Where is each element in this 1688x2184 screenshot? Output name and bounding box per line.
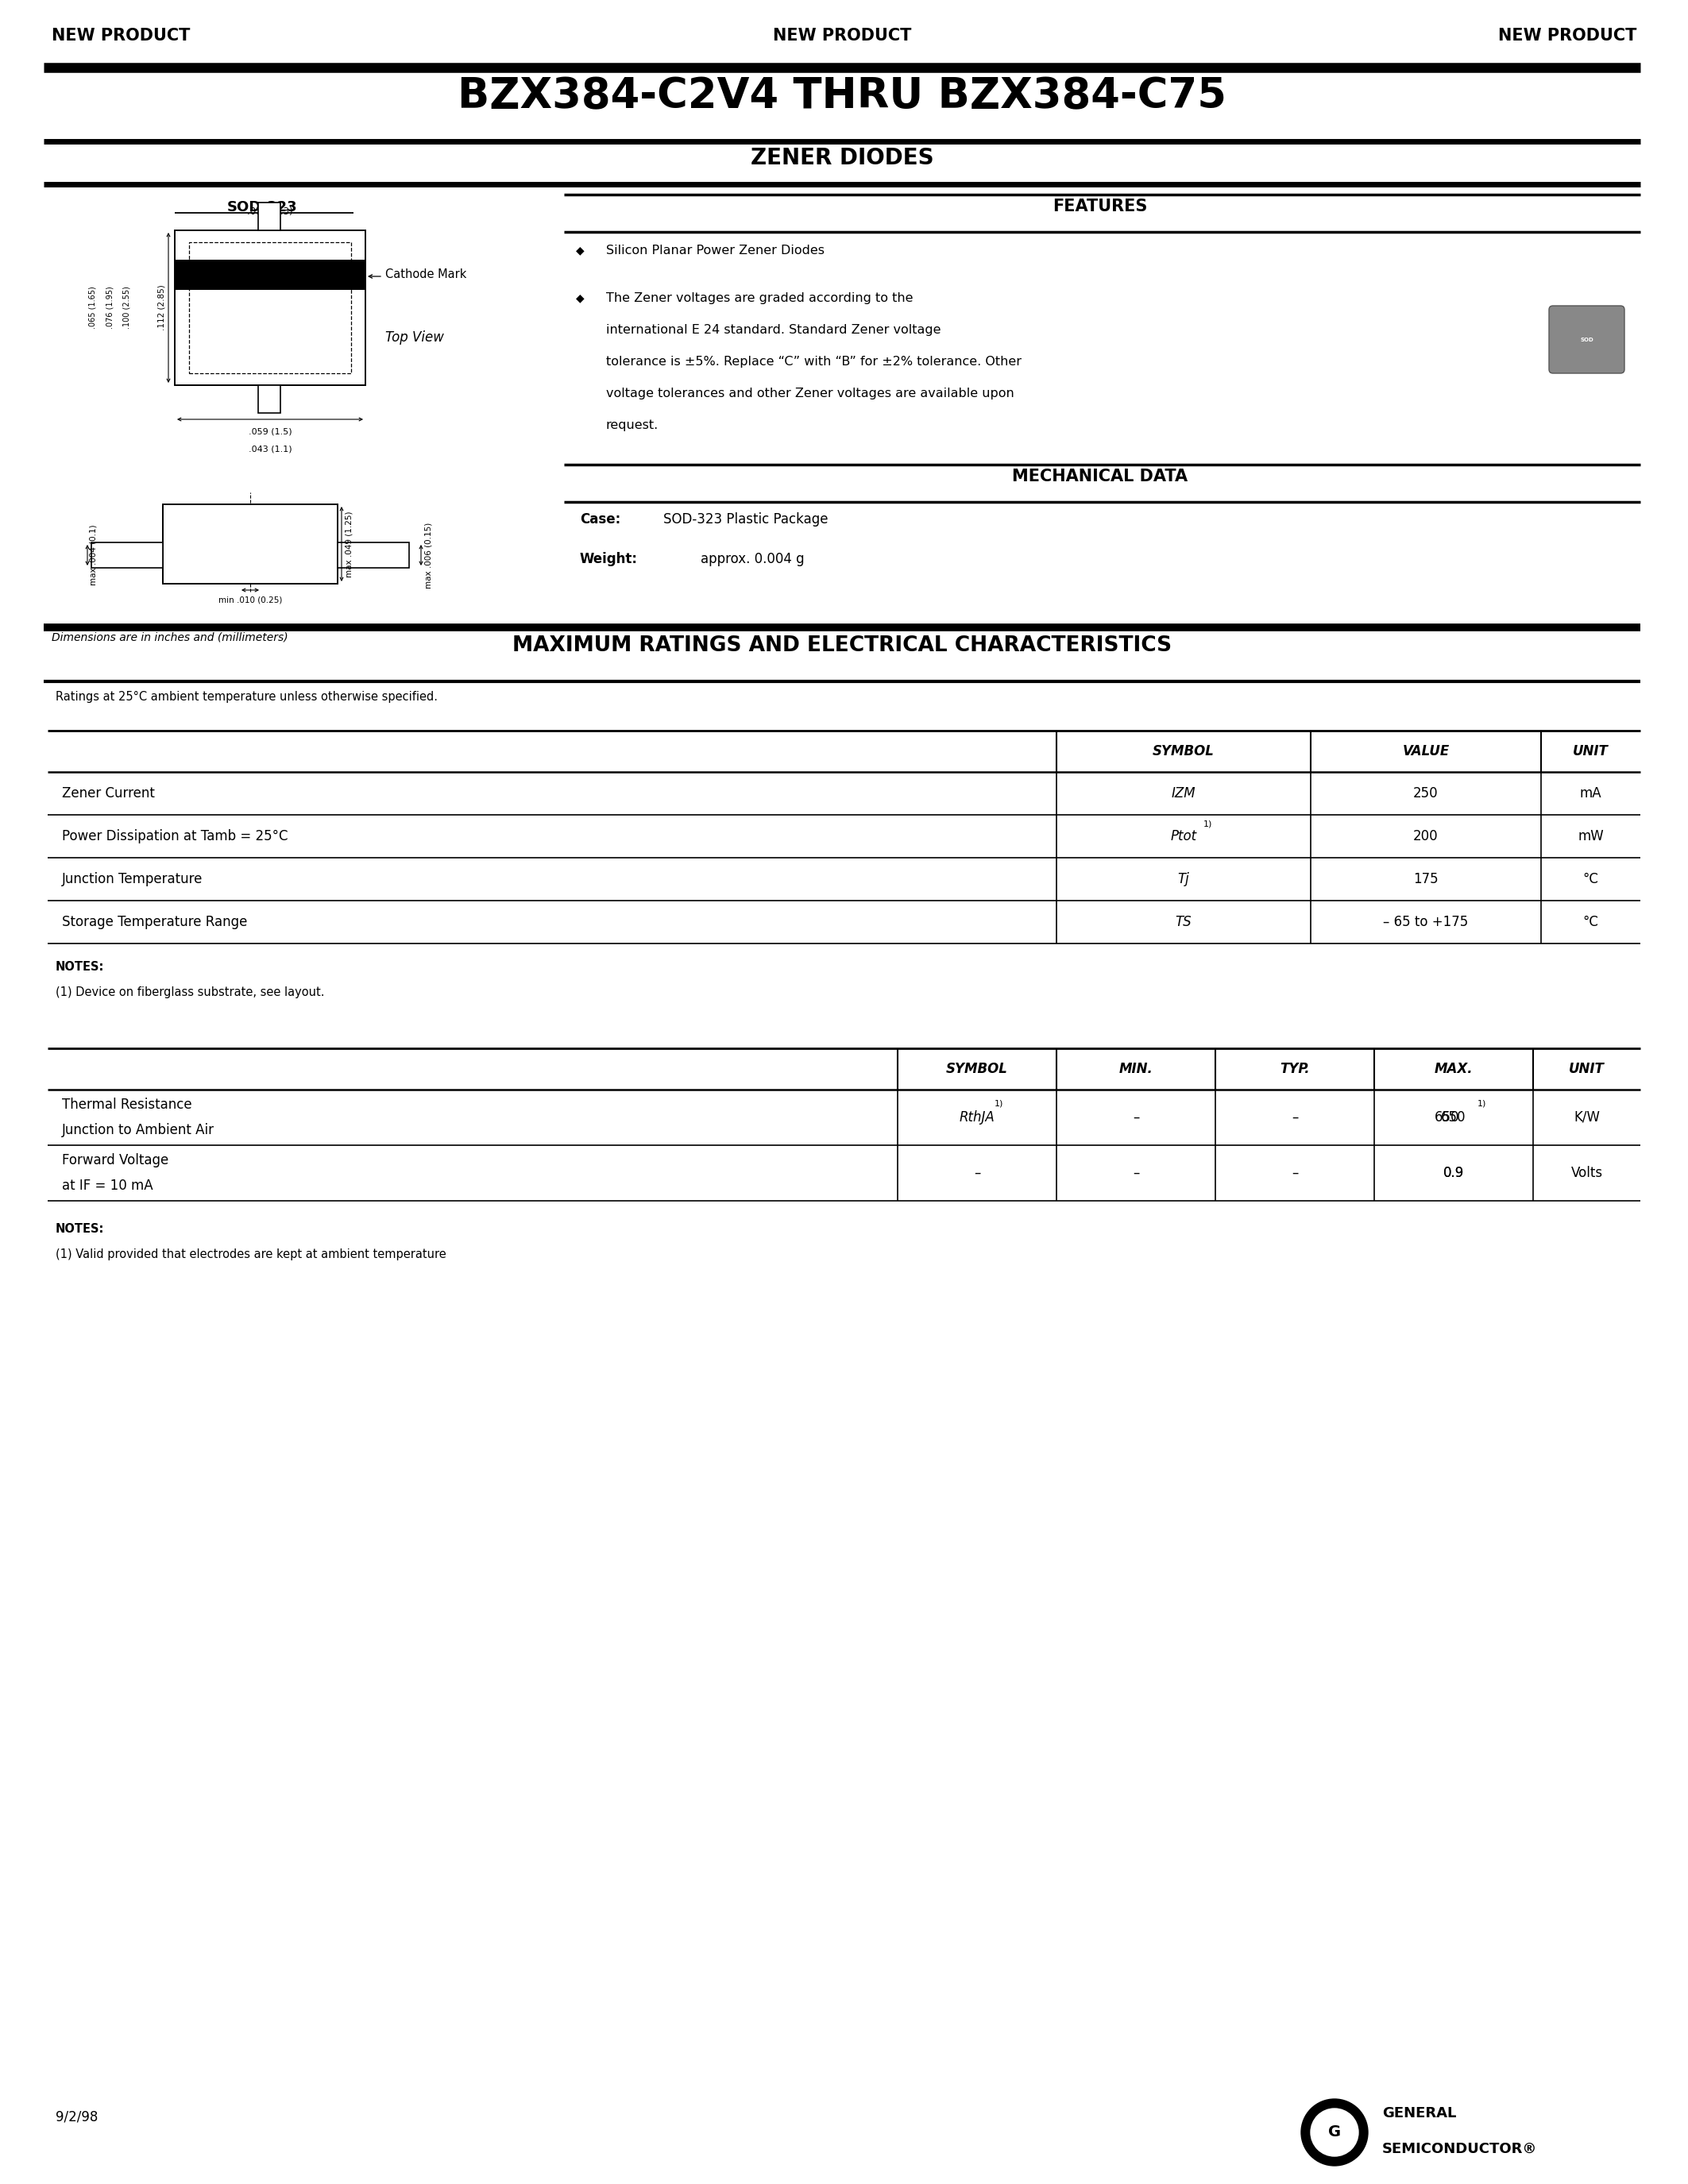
Text: (1) Device on fiberglass substrate, see layout.: (1) Device on fiberglass substrate, see … — [56, 987, 324, 998]
Text: –: – — [1291, 1109, 1298, 1125]
Text: 1): 1) — [1477, 1101, 1487, 1107]
Text: – 65 to +175: – 65 to +175 — [1382, 915, 1469, 928]
Text: RthJA: RthJA — [959, 1109, 994, 1125]
Text: MECHANICAL DATA: MECHANICAL DATA — [1013, 470, 1188, 485]
Text: .065 (1.65): .065 (1.65) — [88, 286, 96, 330]
Text: Storage Temperature Range: Storage Temperature Range — [62, 915, 248, 928]
Text: TS: TS — [1175, 915, 1192, 928]
Text: 9/2/98: 9/2/98 — [56, 2110, 98, 2125]
Text: Ratings at 25°C ambient temperature unless otherwise specified.: Ratings at 25°C ambient temperature unle… — [56, 690, 437, 703]
Text: tolerance is ±5%. Replace “C” with “B” for ±2% tolerance. Other: tolerance is ±5%. Replace “C” with “B” f… — [606, 356, 1021, 367]
Text: NEW PRODUCT: NEW PRODUCT — [773, 28, 912, 44]
Text: MIN.: MIN. — [1119, 1061, 1153, 1077]
Text: 1): 1) — [994, 1101, 1004, 1107]
Text: –: – — [1291, 1166, 1298, 1179]
Text: .012 (0.3): .012 (0.3) — [246, 207, 294, 216]
Text: Junction to Ambient Air: Junction to Ambient Air — [62, 1123, 214, 1138]
Text: UNIT: UNIT — [1568, 1061, 1605, 1077]
Bar — [91, 542, 162, 568]
Bar — [176, 260, 365, 290]
Circle shape — [1301, 2099, 1367, 2167]
Text: NEW PRODUCT: NEW PRODUCT — [1497, 28, 1636, 44]
Text: K/W: K/W — [1573, 1109, 1600, 1125]
Bar — [162, 505, 338, 583]
Bar — [189, 242, 351, 373]
Text: international E 24 standard. Standard Zener voltage: international E 24 standard. Standard Ze… — [606, 323, 940, 336]
Text: .112 (2.85): .112 (2.85) — [157, 284, 165, 330]
Text: request.: request. — [606, 419, 658, 430]
Circle shape — [1310, 2108, 1359, 2156]
Text: .076 (1.95): .076 (1.95) — [106, 286, 113, 330]
Text: TYP.: TYP. — [1280, 1061, 1310, 1077]
Text: ◆: ◆ — [576, 293, 584, 304]
Text: voltage tolerances and other Zener voltages are available upon: voltage tolerances and other Zener volta… — [606, 387, 1014, 400]
Text: max .006 (0.15): max .006 (0.15) — [425, 522, 432, 587]
Text: max .049 (1.25): max .049 (1.25) — [346, 511, 353, 577]
Text: ZENER DIODES: ZENER DIODES — [751, 146, 933, 168]
Text: BZX384-C2V4 THRU BZX384-C75: BZX384-C2V4 THRU BZX384-C75 — [457, 76, 1227, 116]
Text: MAX.: MAX. — [1435, 1061, 1474, 1077]
Text: mW: mW — [1578, 830, 1604, 843]
Bar — [258, 203, 280, 229]
Text: VALUE: VALUE — [1403, 745, 1450, 758]
Text: ◆: ◆ — [576, 245, 584, 256]
Text: GENERAL: GENERAL — [1382, 2105, 1457, 2121]
Text: Ptot: Ptot — [1170, 830, 1197, 843]
Text: °C: °C — [1583, 871, 1599, 887]
Text: 1): 1) — [1204, 821, 1212, 828]
Text: SYMBOL: SYMBOL — [945, 1061, 1008, 1077]
Text: SYMBOL: SYMBOL — [1153, 745, 1215, 758]
Text: approx. 0.004 g: approx. 0.004 g — [701, 553, 805, 566]
Text: Forward Voltage: Forward Voltage — [62, 1153, 169, 1168]
Text: Weight:: Weight: — [581, 553, 638, 566]
Text: (1) Valid provided that electrodes are kept at ambient temperature: (1) Valid provided that electrodes are k… — [56, 1249, 446, 1260]
Text: Zener Current: Zener Current — [62, 786, 155, 802]
Text: SEMICONDUCTOR®: SEMICONDUCTOR® — [1382, 2143, 1538, 2156]
Text: Cathode Mark: Cathode Mark — [385, 269, 466, 280]
Text: 175: 175 — [1413, 871, 1438, 887]
Bar — [176, 229, 365, 384]
Text: °C: °C — [1583, 915, 1599, 928]
Text: mA: mA — [1580, 786, 1602, 802]
Text: UNIT: UNIT — [1573, 745, 1609, 758]
Text: Case:: Case: — [581, 513, 621, 526]
Bar — [338, 542, 408, 568]
Text: 200: 200 — [1413, 830, 1438, 843]
Text: SOD-323 Plastic Package: SOD-323 Plastic Package — [663, 513, 829, 526]
Text: NEW PRODUCT: NEW PRODUCT — [52, 28, 191, 44]
Text: –: – — [1133, 1109, 1139, 1125]
Text: IZM: IZM — [1171, 786, 1195, 802]
Text: 0.9: 0.9 — [1443, 1166, 1463, 1179]
Text: 650: 650 — [1435, 1109, 1460, 1125]
Text: FEATURES: FEATURES — [1053, 199, 1148, 214]
Text: Volts: Volts — [1572, 1166, 1602, 1179]
Text: Top View: Top View — [385, 330, 444, 345]
Text: The Zener voltages are graded according to the: The Zener voltages are graded according … — [606, 293, 913, 304]
Text: 650: 650 — [1442, 1109, 1467, 1125]
Text: –: – — [974, 1166, 981, 1179]
Text: Junction Temperature: Junction Temperature — [62, 871, 203, 887]
Text: at IF = 10 mA: at IF = 10 mA — [62, 1179, 154, 1192]
Text: –: – — [1133, 1166, 1139, 1179]
Text: 0.9: 0.9 — [1443, 1166, 1463, 1179]
Text: G: G — [1328, 2125, 1340, 2140]
Text: Silicon Planar Power Zener Diodes: Silicon Planar Power Zener Diodes — [606, 245, 824, 256]
Text: Thermal Resistance: Thermal Resistance — [62, 1099, 192, 1112]
Text: .043 (1.1): .043 (1.1) — [248, 446, 292, 452]
Bar — [258, 384, 280, 413]
Text: Dimensions are in inches and (millimeters): Dimensions are in inches and (millimeter… — [52, 631, 289, 642]
Text: SOD: SOD — [1580, 339, 1593, 343]
Text: Tj: Tj — [1178, 871, 1190, 887]
Text: .100 (2.55): .100 (2.55) — [123, 286, 132, 330]
Text: NOTES:: NOTES: — [56, 961, 105, 972]
Text: SOD-323: SOD-323 — [226, 201, 297, 214]
FancyBboxPatch shape — [1550, 306, 1624, 373]
Text: .059 (1.5): .059 (1.5) — [248, 428, 292, 435]
Text: Power Dissipation at Tamb = 25°C: Power Dissipation at Tamb = 25°C — [62, 830, 289, 843]
Text: max .004 (0.1): max .004 (0.1) — [89, 524, 98, 585]
Text: NOTES:: NOTES: — [56, 1223, 105, 1234]
Text: min .010 (0.25): min .010 (0.25) — [218, 596, 282, 603]
Text: MAXIMUM RATINGS AND ELECTRICAL CHARACTERISTICS: MAXIMUM RATINGS AND ELECTRICAL CHARACTER… — [513, 636, 1171, 655]
Text: 250: 250 — [1413, 786, 1438, 802]
